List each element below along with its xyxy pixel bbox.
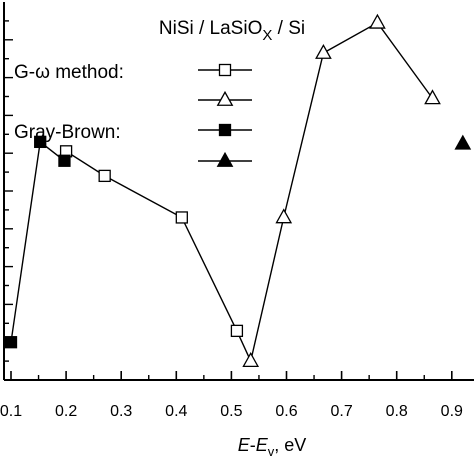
data-point-triangle-open (242, 352, 260, 367)
x-tick-label: 0.3 (110, 403, 132, 420)
x-tick-label: 0.5 (220, 403, 242, 420)
data-point-triangle-open (369, 13, 386, 29)
data-point-triangle-open (315, 43, 332, 59)
x-tick-label: 0.1 (0, 403, 22, 420)
legend-keys (198, 63, 252, 167)
chart-title: NiSi / LaSiOX / Si (159, 18, 305, 44)
legend-label-g-omega: G-ω method: (14, 62, 124, 83)
data-point-square-open (230, 324, 244, 338)
data-point-square-open (175, 211, 188, 224)
x-axis-label-dash: - (250, 435, 256, 455)
chart-title-main: NiSi / LaSiO (159, 18, 262, 39)
x-axis-label-e2: E (256, 435, 269, 455)
chart-title-tail: / Si (272, 18, 305, 39)
x-axis-label-e1: E (238, 435, 251, 455)
x-axis-label-unit: , eV (274, 435, 306, 455)
x-tick-label: 0.6 (275, 403, 297, 420)
data-point-square-filled (4, 336, 18, 349)
data-points (4, 13, 472, 367)
x-tick-label: 0.7 (330, 403, 352, 420)
legend-label-gray-brown: Gray-Brown: (14, 122, 121, 143)
x-tick-label: 0.2 (55, 403, 77, 420)
x-tick-label: 0.8 (386, 403, 408, 420)
data-point-square-filled (34, 135, 47, 149)
data-point-triangle-open (424, 89, 441, 105)
data-point-square-open (98, 169, 111, 183)
legend-key-triangle-filled (216, 151, 234, 167)
ticks (4, 20, 453, 380)
legend-key-square-open (218, 63, 232, 77)
x-axis-label-sub: v (268, 444, 275, 459)
legend-key-triangle-open (216, 90, 234, 106)
x-tick-label: 0.4 (165, 403, 187, 420)
data-point-triangle-open (275, 208, 293, 224)
chart-title-sub: X (262, 27, 272, 44)
x-tick-label: 0.9 (441, 403, 463, 420)
x-axis-label: E-Ev, eV (238, 435, 307, 459)
x-tick-labels: 0.1 0.2 0.3 0.4 0.5 0.6 0.7 0.8 0.9 (0, 403, 463, 420)
data-point-square-filled (58, 154, 71, 167)
legend-key-square-filled (218, 123, 232, 137)
data-point-triangle-filled (454, 134, 472, 150)
